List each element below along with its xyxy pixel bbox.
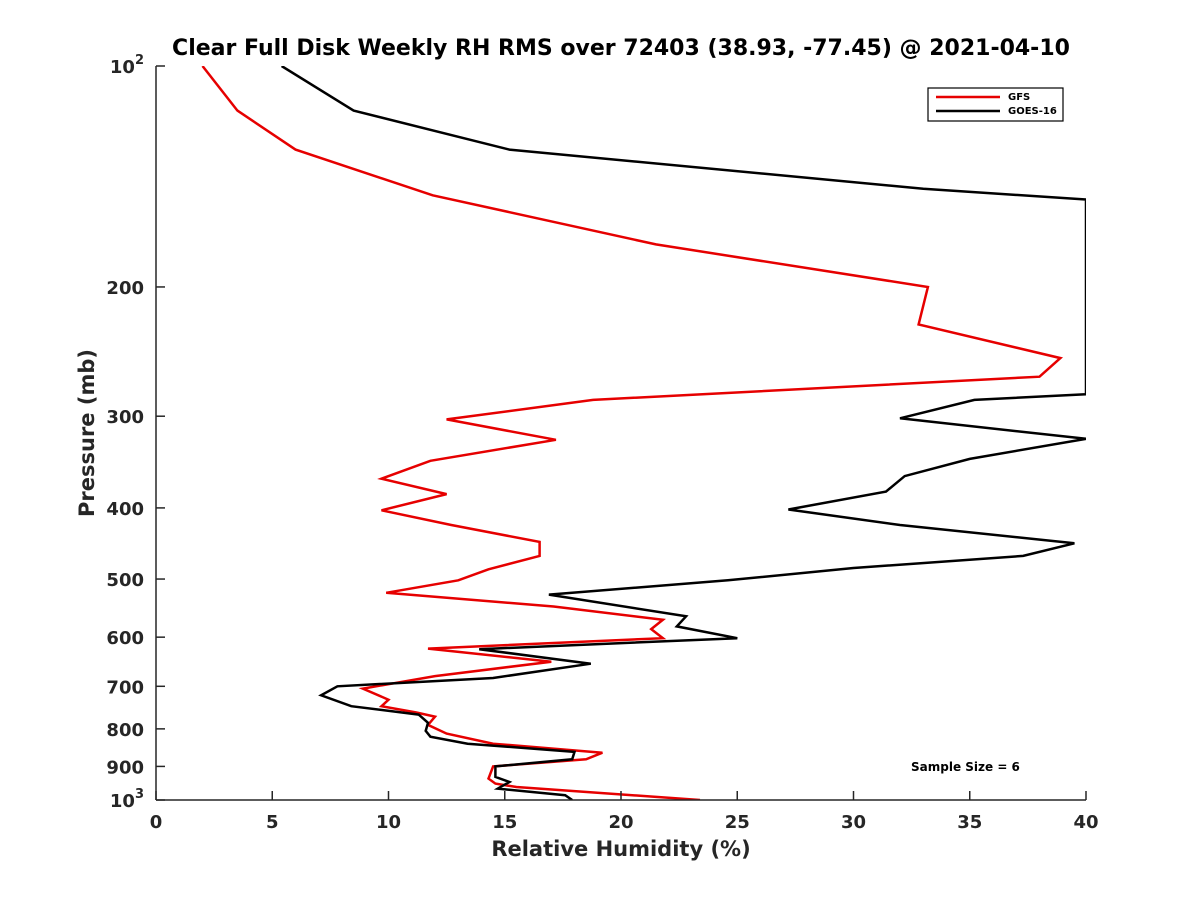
y-tick-label: 200	[106, 278, 144, 299]
x-tick-label: 20	[608, 812, 633, 833]
legend-box	[927, 87, 1064, 122]
y-tick-label: 400	[106, 499, 144, 520]
x-tick-label: 30	[841, 812, 866, 833]
y-axis-label: Pressure (mb)	[75, 349, 99, 517]
series-line-goes16	[280, 66, 1086, 800]
x-tick-label: 35	[957, 812, 982, 833]
y-tick-label: 500	[106, 570, 144, 591]
y-tick-label: 800	[106, 720, 144, 741]
y-tick-label: 103	[110, 787, 144, 812]
x-tick-label: 5	[266, 812, 279, 833]
sample-size-annotation: Sample Size = 6	[911, 760, 1020, 774]
chart-title: Clear Full Disk Weekly RH RMS over 72403…	[172, 36, 1070, 61]
x-tick-label: 25	[725, 812, 750, 833]
legend-label-gfs: GFS	[1008, 92, 1030, 103]
y-tick-label: 700	[106, 677, 144, 698]
x-tick-label: 0	[150, 812, 163, 833]
x-axis-label: Relative Humidity (%)	[491, 837, 750, 861]
y-tick-label: 102	[110, 53, 144, 78]
y-tick-label: 600	[106, 628, 144, 649]
series-layer	[201, 66, 1086, 800]
x-tick-label: 10	[376, 812, 401, 833]
x-tick-label: 15	[492, 812, 517, 833]
series-line-gfs	[201, 66, 1064, 800]
legend-label-goes16: GOES-16	[1008, 106, 1057, 117]
x-tick-label: 40	[1073, 812, 1098, 833]
y-tick-label: 900	[106, 757, 144, 778]
x-axis-ticks: 0 5 10 15 20 25 30 35 40	[150, 791, 1099, 833]
y-tick-label: 300	[106, 407, 144, 428]
legend: GFS GOES-16	[927, 87, 1064, 122]
y-axis-ticks: 102 200 300 400 500 600 700 800 900 103	[106, 53, 165, 812]
